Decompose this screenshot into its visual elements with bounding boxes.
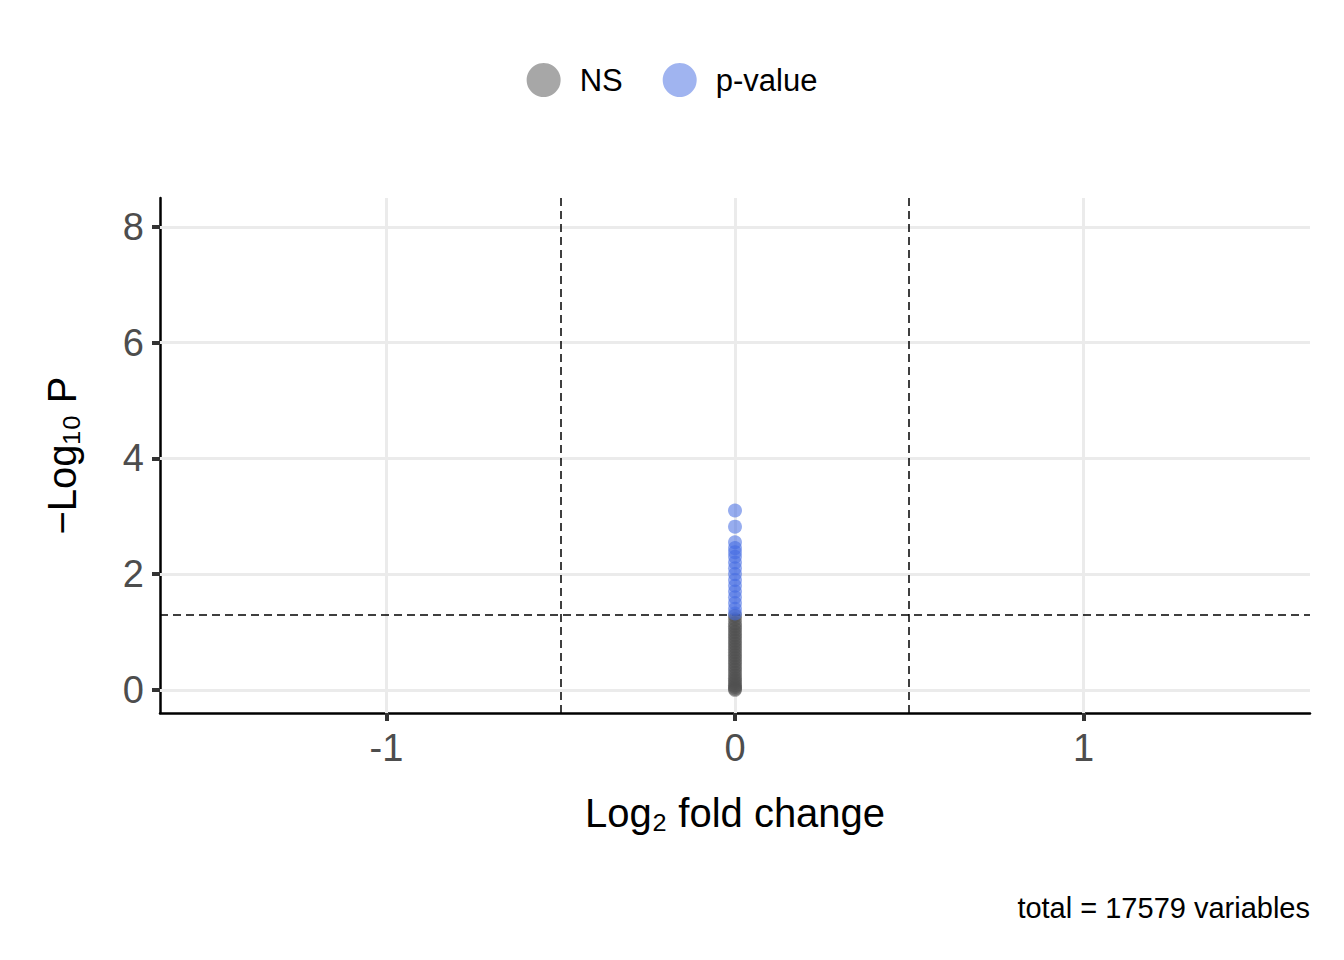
svg-text:0: 0: [123, 669, 144, 711]
svg-text:2: 2: [123, 553, 144, 595]
svg-text:4: 4: [123, 437, 144, 479]
svg-text:NS: NS: [580, 63, 623, 98]
svg-text:6: 6: [123, 322, 144, 364]
svg-text:p-value: p-value: [716, 63, 818, 98]
svg-text:−Log₁₀ P: −Log₁₀ P: [40, 377, 84, 535]
svg-text:1: 1: [1073, 727, 1094, 769]
svg-text:-1: -1: [370, 727, 404, 769]
svg-text:total = 17579 variables: total = 17579 variables: [1017, 892, 1310, 924]
svg-text:Log₂ fold change: Log₂ fold change: [585, 791, 885, 835]
svg-text:0: 0: [724, 727, 745, 769]
svg-text:8: 8: [123, 206, 144, 248]
